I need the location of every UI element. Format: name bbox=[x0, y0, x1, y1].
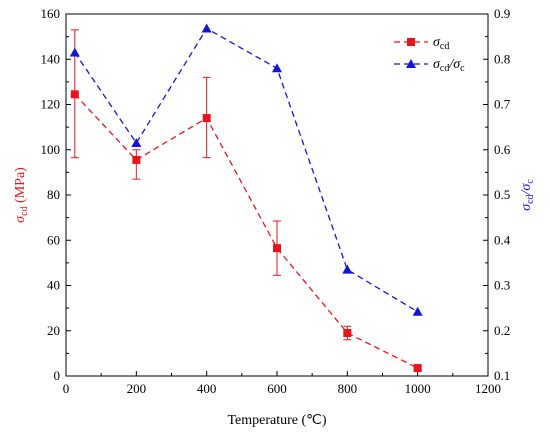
data-point-triangle bbox=[342, 264, 353, 274]
left-y-tick-label: 120 bbox=[41, 97, 61, 112]
right-y-tick-label: 0.5 bbox=[494, 187, 510, 202]
x-tick-label: 1200 bbox=[475, 381, 501, 396]
data-point-triangle bbox=[412, 306, 423, 316]
series-line-0 bbox=[74, 93, 418, 369]
data-point-triangle bbox=[131, 137, 142, 147]
left-y-tick-label: 160 bbox=[41, 6, 61, 21]
data-point-square bbox=[70, 90, 79, 99]
legend-marker-square bbox=[407, 38, 415, 46]
data-point-triangle bbox=[201, 23, 212, 33]
data-point-triangle bbox=[272, 63, 282, 73]
x-tick-label: 1000 bbox=[405, 381, 431, 396]
legend-label-sigma-ratio: σcd/σc bbox=[433, 57, 465, 74]
ticks-layer: 0 200 400 600 800 1000 1200 0 20 40 60 80 100 120 140 1… bbox=[41, 6, 511, 396]
data-point-square bbox=[343, 329, 352, 338]
data-point-square bbox=[413, 364, 422, 373]
series-layer bbox=[69, 23, 423, 373]
left-y-tick-label: 100 bbox=[41, 142, 61, 157]
right-axis-title: σcd/σc bbox=[519, 179, 536, 211]
left-y-tick-label: 60 bbox=[47, 232, 60, 247]
x-tick-label: 400 bbox=[197, 381, 217, 396]
data-point-triangle bbox=[69, 47, 80, 57]
x-axis-title: Temperature (℃) bbox=[227, 413, 326, 428]
left-y-tick-label: 40 bbox=[47, 278, 60, 293]
x-tick-label: 800 bbox=[338, 381, 358, 396]
left-axis-title: σcd (MPa) bbox=[13, 167, 30, 223]
data-point-square bbox=[202, 114, 211, 123]
x-tick-label: 0 bbox=[63, 381, 70, 396]
x-tick-label: 600 bbox=[267, 381, 287, 396]
right-y-tick-label: 0.3 bbox=[494, 278, 510, 293]
x-tick-label: 200 bbox=[127, 381, 147, 396]
legend-marker-triangle bbox=[406, 59, 416, 68]
left-y-tick-label: 20 bbox=[47, 323, 60, 338]
right-y-tick-label: 0.7 bbox=[494, 97, 511, 112]
legend: σcd σcd/σc bbox=[394, 35, 465, 74]
right-y-tick-label: 0.2 bbox=[494, 323, 510, 338]
data-point-square bbox=[132, 155, 141, 164]
right-y-tick-label: 0.8 bbox=[494, 51, 510, 66]
series-line-1 bbox=[74, 27, 419, 313]
left-y-tick-label: 140 bbox=[41, 51, 61, 66]
legend-label-sigma-cd: σcd bbox=[433, 35, 449, 52]
left-y-tick-label: 0 bbox=[54, 368, 61, 383]
right-y-tick-label: 0.1 bbox=[494, 368, 510, 383]
left-y-tick-label: 80 bbox=[47, 187, 60, 202]
right-y-tick-label: 0.9 bbox=[494, 6, 510, 21]
right-y-tick-label: 0.4 bbox=[494, 232, 511, 247]
right-y-tick-label: 0.6 bbox=[494, 142, 511, 157]
data-point-square bbox=[273, 244, 281, 253]
